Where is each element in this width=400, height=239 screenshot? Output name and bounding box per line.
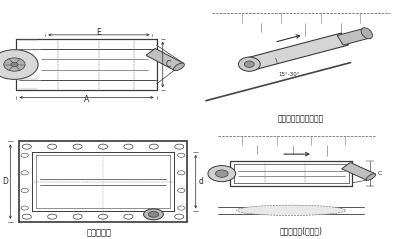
Circle shape [216,170,228,177]
Circle shape [208,166,236,182]
Circle shape [4,58,25,71]
Text: C: C [165,60,170,69]
Text: E: E [96,28,101,37]
Text: D: D [2,177,8,186]
Ellipse shape [237,205,346,216]
Circle shape [0,50,38,79]
Text: A: A [84,95,89,104]
Circle shape [244,61,254,67]
Text: d: d [198,177,203,186]
Ellipse shape [361,28,372,39]
Circle shape [148,212,159,217]
Ellipse shape [174,63,184,71]
Circle shape [144,209,163,220]
Circle shape [11,62,18,67]
Text: 15°-30°: 15°-30° [278,72,300,77]
Ellipse shape [366,174,376,180]
Polygon shape [337,28,371,45]
Text: 外形尺寸图: 外形尺寸图 [86,229,111,238]
Polygon shape [342,163,375,180]
Text: 安装示意图(水平式): 安装示意图(水平式) [280,227,322,235]
Polygon shape [146,49,184,70]
Circle shape [238,57,260,71]
Text: 安装示意图（倾斜式）: 安装示意图（倾斜式） [278,114,324,123]
Polygon shape [246,33,348,70]
Text: C: C [378,171,382,176]
